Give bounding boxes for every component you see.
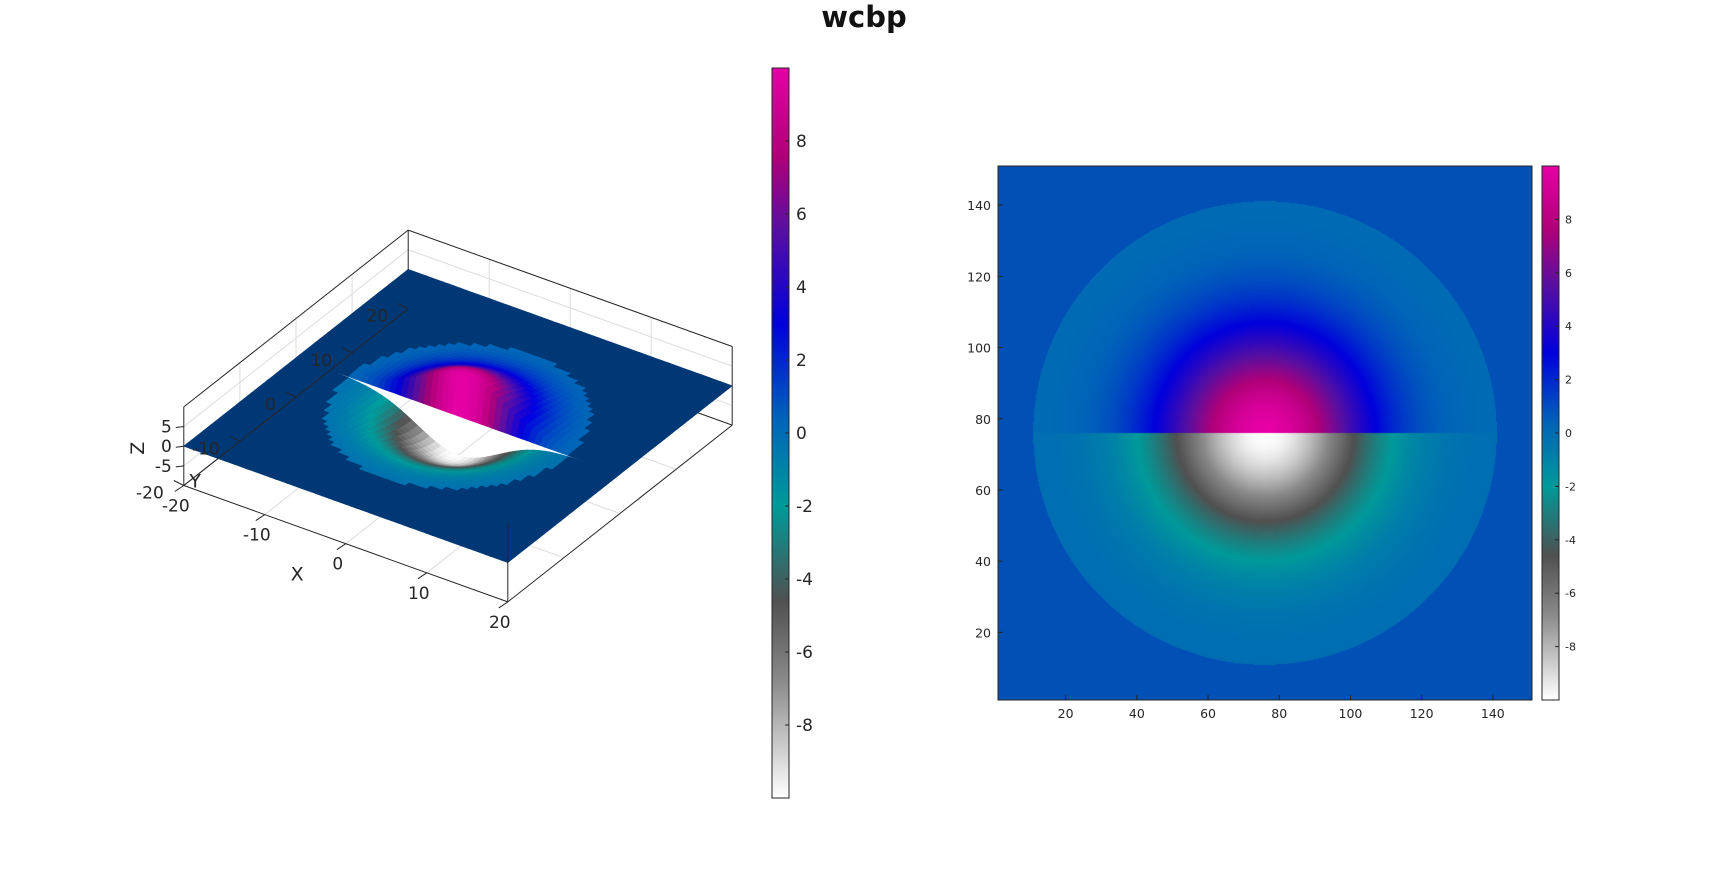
y-tick-label: -10: [192, 439, 220, 459]
y-tick: [341, 347, 353, 354]
y-tick-label: 20: [367, 307, 389, 327]
colorbar-3d-tick-label: 6: [796, 205, 807, 225]
x-tick: [255, 514, 266, 522]
grid-line: [408, 249, 733, 367]
x-tick-label: -10: [243, 526, 271, 546]
z-tick-label: -5: [155, 457, 172, 477]
y-axis-label: Y: [188, 470, 201, 492]
y-tick: [285, 391, 297, 398]
grid-line: [183, 249, 409, 427]
colorbar-3d-tick-label: 0: [796, 424, 807, 444]
colorbar-3d-tick-label: 4: [796, 278, 807, 298]
y-tick-label: -20: [136, 484, 164, 504]
y-tick-label: 0: [265, 395, 276, 415]
colorbar-3d-tick-label: -8: [796, 716, 813, 736]
z-tick-label: 5: [161, 418, 172, 438]
axis-edge: [408, 229, 733, 347]
surface-patch: [403, 269, 415, 275]
z-tick-label: 0: [161, 437, 172, 457]
colorbar-3d-tick-label: -4: [796, 570, 813, 590]
y-tick: [173, 480, 185, 486]
colorbar-3d-tick-label: 8: [796, 132, 807, 152]
colorbar-3d-tick-label: 2: [796, 351, 807, 371]
x-tick-label: 20: [489, 613, 511, 633]
x-tick-label: 0: [332, 555, 343, 575]
colorbar-3d-tick-label: -6: [796, 643, 813, 663]
surface-mesh: [183, 269, 733, 563]
axis-edge: [507, 424, 733, 603]
x-tick: [336, 543, 347, 551]
z-tick: [175, 445, 184, 448]
z-axis-label: Z: [127, 442, 149, 455]
x-tick-label: -20: [162, 497, 190, 517]
x-tick: [174, 485, 185, 492]
z-tick: [175, 465, 184, 468]
x-axis-label: X: [291, 563, 304, 585]
x-tick: [417, 572, 428, 580]
x-tick: [498, 601, 509, 609]
y-tick-label: 10: [310, 351, 332, 371]
y-tick: [229, 435, 241, 442]
colorbar-3d: -8 -6 -4 -2 0 2 4 6 8: [771, 67, 813, 799]
x-tick-label: 10: [408, 584, 430, 604]
z-tick: [175, 426, 184, 429]
figure-title: wcbp: [821, 0, 907, 34]
y-tick: [397, 303, 409, 310]
axis-edge: [183, 229, 409, 408]
heatmap-image: [998, 166, 1532, 700]
colorbar-3d-tick-label: -2: [796, 497, 813, 517]
